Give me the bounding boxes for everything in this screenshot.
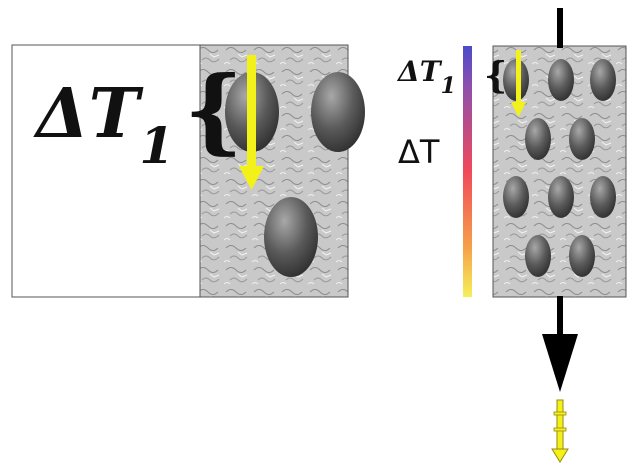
- right-delta-t-label: ΔT: [398, 133, 440, 171]
- right-oval-6: [503, 176, 529, 218]
- left-oval-top-right: [311, 72, 365, 152]
- right-oval-4: [525, 118, 551, 160]
- right-oval-8: [590, 176, 616, 218]
- temperature-gradient-bar: [463, 46, 472, 297]
- left-delta-t1-main: ΔT: [36, 74, 140, 154]
- black-down-arrow-icon: [542, 8, 578, 392]
- right-delta-t1-label: ΔT1: [398, 55, 456, 98]
- left-oval-bottom: [264, 197, 318, 277]
- left-brace: {: [184, 56, 244, 164]
- right-oval-5: [569, 118, 595, 160]
- right-delta-t1-main: ΔT: [398, 55, 441, 88]
- right-oval-9: [525, 235, 551, 277]
- right-oval-2: [548, 59, 574, 101]
- right-oval-7: [548, 176, 574, 218]
- right-oval-10: [569, 235, 595, 277]
- left-blank-panel: [11, 44, 201, 298]
- left-delta-t1-subscript: 1: [139, 116, 175, 175]
- left-delta-t1-label: ΔT1: [36, 80, 174, 171]
- yellow-chain-arrow-icon: [551, 399, 569, 463]
- right-yellow-down-arrow-icon: [511, 50, 526, 117]
- right-brace: {: [484, 55, 508, 97]
- right-delta-t1-subscript: 1: [440, 73, 456, 99]
- right-oval-3: [590, 59, 616, 101]
- left-yellow-down-arrow-icon: [239, 55, 264, 190]
